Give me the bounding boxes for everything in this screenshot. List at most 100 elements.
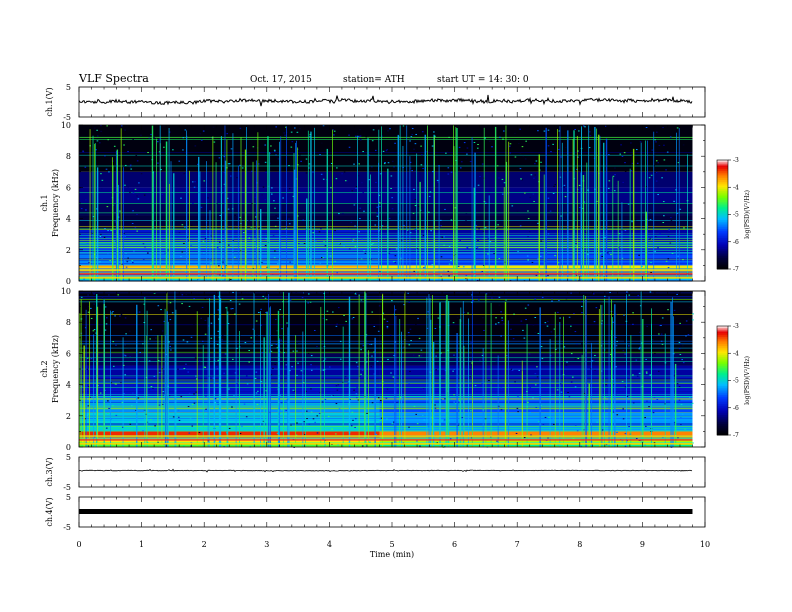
frequency-tick-label: 10 [61, 121, 71, 130]
colorbar-tick-label: -7 [733, 432, 739, 439]
spectrum-speckle [277, 217, 279, 219]
spectrum-speckle [337, 444, 339, 446]
spectrum-speckle [604, 236, 606, 238]
spectrum-speckle [360, 349, 362, 351]
spectrum-speckle [84, 327, 87, 329]
spectrum-speckle [574, 386, 577, 388]
spectrum-speckle [662, 437, 664, 439]
spectrum-speckle [296, 131, 299, 133]
spectrum-speckle [649, 374, 652, 376]
spectrum-speckle [481, 270, 483, 272]
spectrum-speckle [214, 359, 217, 361]
spectrum-speckle [435, 355, 437, 357]
spectrum-speckle [321, 142, 323, 144]
spectrum-speckle [347, 382, 350, 384]
sferic-line [278, 340, 280, 447]
spectrum-speckle [274, 150, 276, 152]
spectral-line [79, 238, 693, 240]
spectrum-speckle [306, 418, 308, 420]
colorbar-segment [717, 327, 728, 331]
spectrum-speckle [484, 202, 487, 204]
spectrum-speckle [355, 158, 358, 160]
spectrum-speckle [128, 330, 131, 332]
spectrum-speckle [285, 364, 288, 366]
spectral-line [79, 408, 693, 409]
spectral-line [79, 418, 693, 419]
spectrum-speckle [470, 342, 472, 344]
ch1-frequency-label: Frequency (kHz) [51, 169, 60, 237]
sferic-line [174, 291, 176, 447]
spectrum-speckle [302, 219, 305, 221]
spectrum-speckle [496, 440, 498, 442]
sferic-line [557, 128, 558, 281]
colorbar-segment [717, 425, 728, 429]
spectrum-speckle [152, 320, 155, 322]
spectrum-speckle [479, 359, 481, 361]
spectrum-speckle [336, 323, 338, 325]
spectrum-speckle [616, 340, 618, 342]
spectrum-speckle [123, 259, 126, 261]
sferic-line [426, 297, 428, 447]
colorbar-segment [717, 219, 728, 223]
spectrum-speckle [362, 151, 364, 153]
spectrum-speckle [497, 405, 500, 407]
spectrum-speckle [202, 130, 205, 132]
spectrum-speckle [645, 186, 648, 188]
spectrum-speckle [568, 396, 571, 398]
spectral-line [79, 259, 693, 261]
spectrum-speckle [632, 323, 634, 325]
spectrum-speckle [98, 378, 100, 380]
spectrum-speckle [203, 252, 205, 254]
spectrum-speckle [448, 245, 451, 247]
spectrum-speckle [290, 146, 293, 148]
sferic-line [460, 307, 462, 447]
spectrum-speckle [264, 161, 267, 163]
spectrum-speckle [565, 298, 568, 300]
spectrum-speckle [99, 235, 102, 237]
spectrum-speckle [382, 150, 385, 152]
spectrum-speckle [234, 372, 237, 374]
spectrum-speckle [144, 246, 146, 248]
spectrum-speckle [373, 325, 376, 327]
spectrum-speckle [516, 210, 519, 212]
spectrum-speckle [374, 224, 377, 226]
spectrum-speckle [482, 230, 485, 232]
spectrum-speckle [557, 148, 560, 150]
spectrum-speckle [637, 294, 640, 296]
colorbar-segment [717, 265, 728, 268]
spectrum-speckle [558, 130, 561, 132]
spectrum-speckle [528, 353, 531, 355]
colorbar-segment [717, 333, 728, 336]
colorbar-segment [717, 205, 728, 208]
sferic-line [110, 310, 111, 447]
sferic-line [268, 294, 270, 447]
spectrum-speckle [161, 330, 164, 332]
spectrum-speckle [421, 414, 424, 416]
sferic-line [687, 154, 688, 281]
spectrum-speckle [265, 390, 267, 392]
spectrum-speckle [529, 386, 532, 388]
colorbar-segment [717, 176, 728, 179]
spectrum-speckle [296, 350, 298, 352]
spectrum-speckle [394, 262, 397, 264]
spectrum-speckle [214, 402, 217, 404]
colorbar-tick-label: -7 [733, 266, 739, 273]
spectrum-speckle [358, 231, 360, 233]
spectrum-speckle [156, 143, 158, 145]
spectrum-speckle [434, 327, 437, 329]
spectrum-speckle [615, 366, 618, 368]
sferic-line [256, 160, 257, 281]
sferic-line [485, 293, 487, 447]
sferic-line [103, 299, 105, 447]
spectrum-speckle [241, 167, 244, 169]
spectral-line [79, 220, 693, 221]
spectrum-speckle [160, 179, 163, 181]
spectrum-speckle [87, 445, 90, 447]
low-frequency-line [79, 435, 693, 437]
spectrum-speckle [292, 195, 295, 197]
spectrum-speckle [228, 427, 231, 429]
sferic-line [93, 334, 95, 447]
spectrum-speckle [170, 349, 172, 351]
spectrum-speckle [581, 305, 583, 307]
colorbar-segment [717, 239, 728, 243]
